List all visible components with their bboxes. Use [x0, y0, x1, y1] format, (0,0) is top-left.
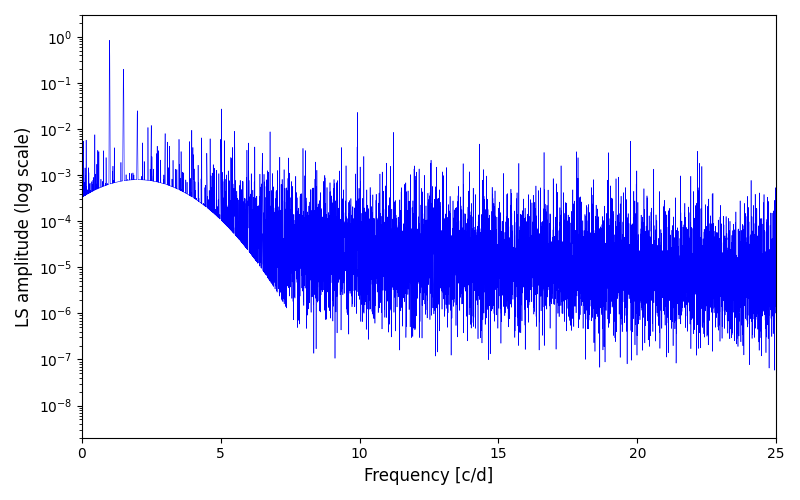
Y-axis label: LS amplitude (log scale): LS amplitude (log scale): [15, 126, 33, 326]
X-axis label: Frequency [c/d]: Frequency [c/d]: [364, 467, 494, 485]
